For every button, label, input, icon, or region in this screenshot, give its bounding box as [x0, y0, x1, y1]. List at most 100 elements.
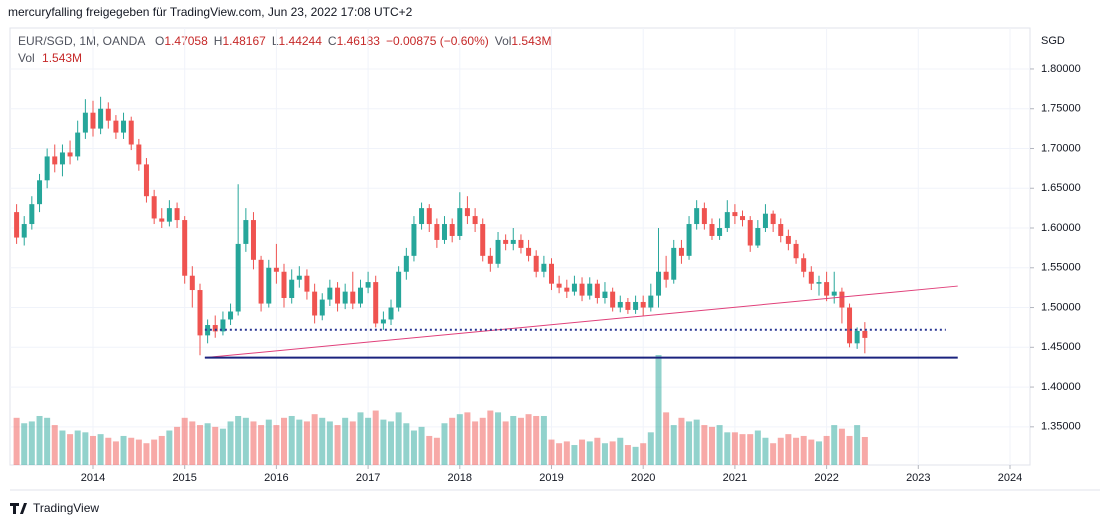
volume-bar — [747, 434, 754, 465]
y-tick-label: 1.45000 — [1041, 341, 1081, 353]
volume-bar — [754, 430, 761, 465]
candle-body — [235, 243, 241, 312]
volume-bar — [342, 417, 349, 465]
volume-bar — [120, 435, 127, 465]
candle-body — [441, 224, 447, 240]
candle-body — [824, 282, 830, 296]
volume-bar — [181, 417, 188, 465]
volume-bar — [831, 425, 838, 465]
volume-bar — [395, 412, 402, 465]
volume-bar — [281, 417, 288, 465]
volume-bar — [708, 426, 715, 465]
y-tick-label: 1.80000 — [1041, 63, 1081, 75]
legend-value: 1.46183 — [337, 34, 381, 48]
candle-body — [587, 283, 593, 296]
legend-key: O — [155, 34, 164, 48]
volume-bar — [433, 437, 440, 465]
volume-bar — [640, 443, 647, 465]
candle-body — [464, 208, 470, 217]
volume-bar — [311, 414, 318, 465]
brand-logo — [10, 503, 27, 514]
volume-bar — [464, 412, 471, 465]
candle-body — [98, 108, 104, 129]
candle-body — [113, 120, 119, 133]
candle-body — [166, 208, 172, 222]
candle-body — [327, 287, 333, 300]
candle-body — [365, 282, 371, 288]
candle-body — [785, 235, 791, 244]
volume-bar — [13, 417, 20, 465]
candle-body — [335, 287, 341, 304]
plot — [10, 28, 1030, 465]
volume-bar — [219, 428, 226, 465]
volume-bar — [632, 446, 639, 465]
volume-bar — [97, 434, 104, 465]
volume-bar — [426, 435, 433, 465]
candle-body — [678, 247, 684, 256]
candle-body — [243, 220, 249, 244]
change: −0.00875 (−0.60%) — [386, 34, 489, 48]
candle-body — [503, 239, 509, 244]
y-tick-label: 1.55000 — [1041, 262, 1081, 274]
volume-bar — [265, 419, 272, 465]
candle-body — [289, 279, 295, 298]
candle-body — [105, 108, 111, 121]
candle-body — [319, 299, 325, 316]
candle-body — [625, 301, 631, 310]
candle-body — [205, 325, 211, 336]
candle-body — [419, 208, 425, 225]
volume-bar — [135, 439, 142, 465]
x-tick-label: 2018 — [448, 472, 472, 484]
volume-bar — [770, 443, 777, 465]
volume-bar — [502, 421, 509, 465]
volume-bar — [380, 419, 387, 465]
volume-bar — [762, 437, 769, 465]
volume-bar — [731, 432, 738, 465]
candle-body — [75, 132, 81, 157]
volume-bar — [204, 423, 211, 465]
candle-body — [564, 287, 570, 292]
candle-body — [701, 208, 707, 225]
volume-bar — [82, 432, 89, 465]
brand: TradingView — [33, 501, 99, 515]
volume-bar — [823, 435, 830, 465]
volume-bar — [449, 417, 456, 465]
candle-body — [495, 239, 501, 264]
candle-body — [457, 208, 463, 236]
volume-bar — [556, 443, 563, 465]
candle-body — [159, 218, 165, 222]
volume-bar — [601, 443, 608, 465]
candle-body — [762, 213, 768, 229]
volume-bar — [158, 435, 165, 465]
candle-body — [816, 282, 822, 284]
x-tick-label: 2015 — [172, 472, 196, 484]
volume-bar — [227, 421, 234, 465]
volume-bar — [701, 425, 708, 465]
candle-body — [434, 224, 440, 240]
candle-body — [388, 307, 394, 320]
legend-row: EUR/SGD, 1M, OANDA O1.47058 H1.48167 L1.44… — [18, 34, 551, 48]
candle-body — [694, 208, 700, 225]
volume-bar — [517, 417, 524, 465]
y-tick-label: 1.75000 — [1041, 103, 1081, 115]
candle-body — [747, 220, 753, 246]
candle-body — [37, 180, 43, 205]
volume-bar — [166, 430, 173, 465]
candle-body — [273, 267, 279, 272]
legend-key: H — [214, 34, 223, 48]
volume-bar — [472, 421, 479, 465]
volume-bar — [586, 441, 593, 465]
volume-bar — [793, 437, 800, 465]
volume-bar — [548, 439, 555, 465]
volume-bar — [617, 437, 624, 465]
legend-key: L — [272, 34, 279, 48]
volume-bar — [326, 421, 333, 465]
candle-body — [793, 243, 799, 259]
volume-bar — [74, 430, 81, 465]
x-tick-label: 2024 — [998, 472, 1022, 484]
candle-body — [724, 212, 730, 229]
volume-bar — [670, 425, 677, 465]
candle-body — [518, 239, 524, 248]
x-tick-label: 2017 — [356, 472, 380, 484]
candle-body — [510, 239, 516, 244]
